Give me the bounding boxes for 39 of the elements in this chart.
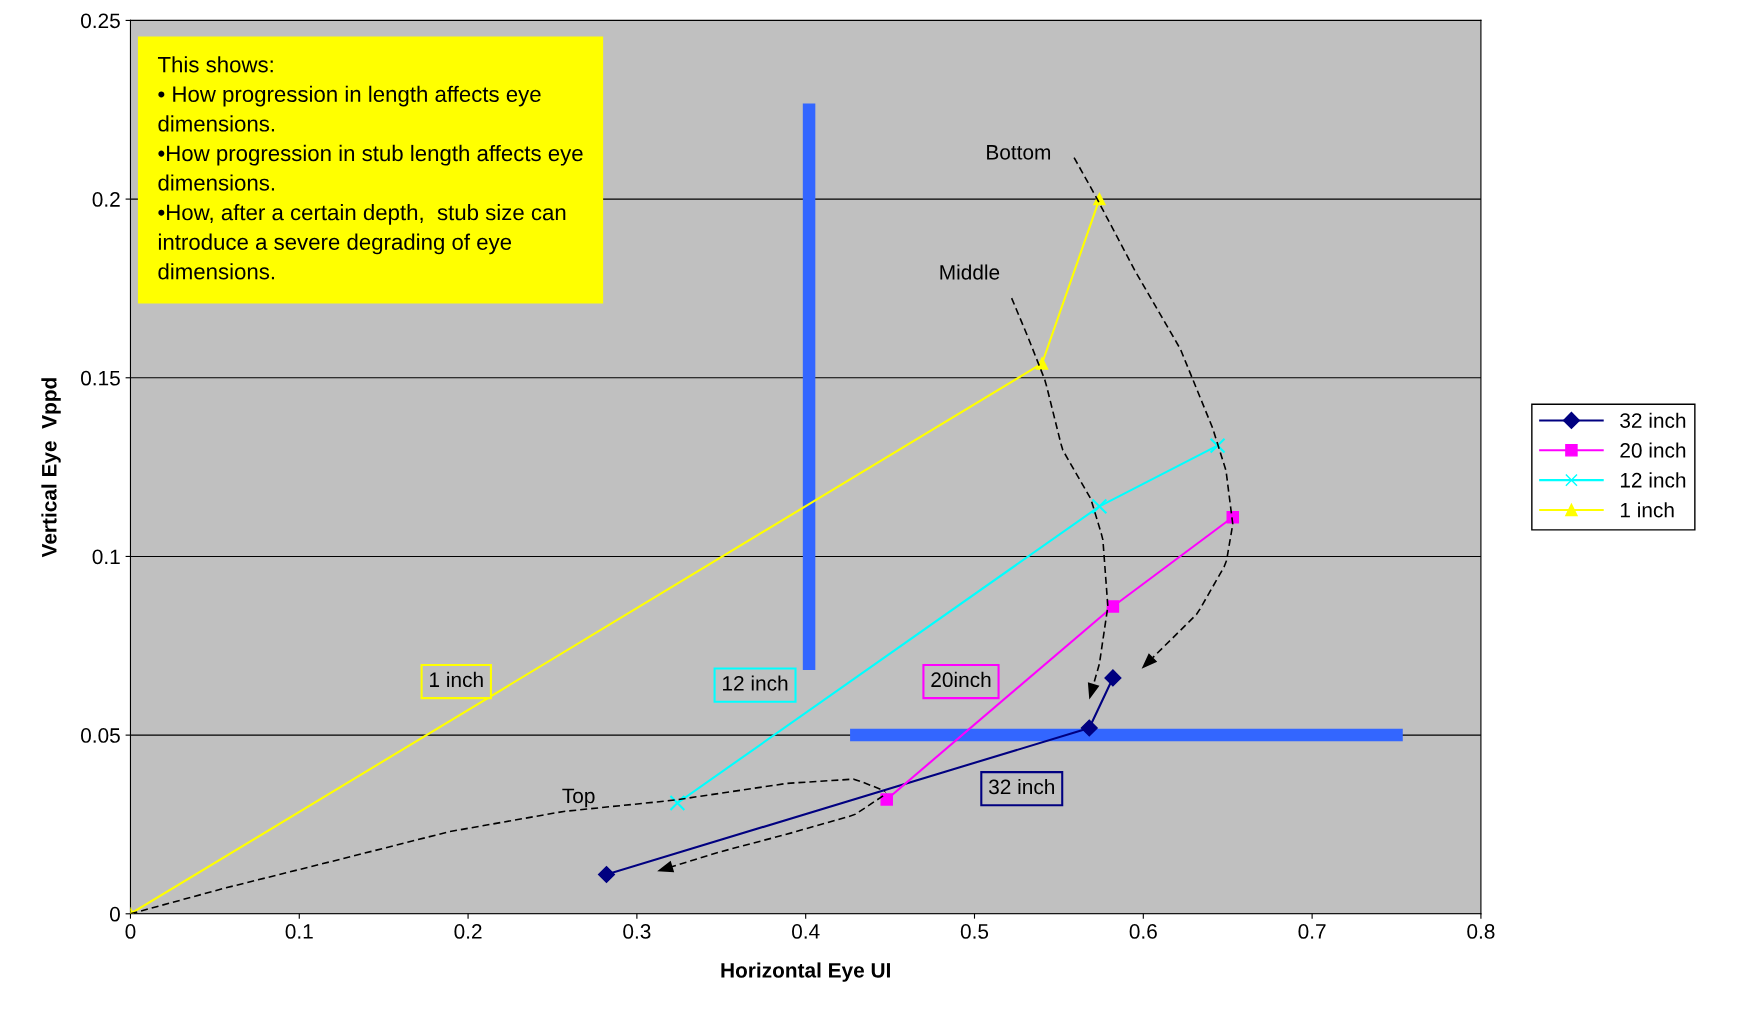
annotation: 32 inch <box>988 779 1054 795</box>
point <box>1093 192 1106 206</box>
y-tick-label: 0.2 <box>92 192 120 207</box>
y-tick-label: 0.05 <box>81 728 120 743</box>
y-tick-label: 0 <box>109 906 120 922</box>
legend-label: 20 inch <box>1620 442 1686 458</box>
point <box>1209 437 1226 454</box>
x-tick-label: 0.4 <box>792 924 820 939</box>
annotation: 12 inch <box>723 675 788 691</box>
annotation: Top <box>562 788 595 808</box>
x-tick-label: 0.6 <box>1129 924 1157 939</box>
point <box>669 795 686 811</box>
annotation: 1 inch <box>430 671 483 688</box>
annotation: 20inch <box>931 671 991 688</box>
x-axis-title: Horizontal Eye UI <box>721 962 890 982</box>
x-tick-label: 0.1 <box>285 924 313 939</box>
point <box>1080 719 1098 737</box>
y-tick-label: 0.15 <box>81 370 120 386</box>
legend-label: 32 inch <box>1620 412 1686 428</box>
legend-label: 12 inch <box>1620 472 1686 488</box>
point <box>1035 357 1049 370</box>
y-tick-label: 0.1 <box>92 549 120 565</box>
x-tick-label: 0.3 <box>623 924 651 939</box>
point <box>880 793 893 806</box>
y-tick-label: 0.25 <box>81 13 120 29</box>
annotation: Middle <box>940 264 1000 280</box>
point <box>1104 669 1122 687</box>
x-tick-label: 0 <box>125 924 136 939</box>
x-tick-label: 0.2 <box>454 924 482 939</box>
x-tick-label: 0.5 <box>960 924 989 939</box>
y-axis-title: Vertical Eye Vppd <box>41 378 61 558</box>
point <box>597 865 616 884</box>
annotation: Bottom <box>987 145 1051 160</box>
x-tick-label: 0.7 <box>1298 924 1326 939</box>
point <box>1091 498 1108 515</box>
annotation: This shows: • How progression in length affects eye dimensions. •How progression in stub length affects eye dimensions. •How, after a certain depth, stub size can introduce a severe degrading of eye dimensions. <box>157 56 583 280</box>
legend-label: 1 inch <box>1620 502 1674 518</box>
point <box>1106 600 1120 613</box>
x-tick-label: 0.8 <box>1467 924 1495 939</box>
